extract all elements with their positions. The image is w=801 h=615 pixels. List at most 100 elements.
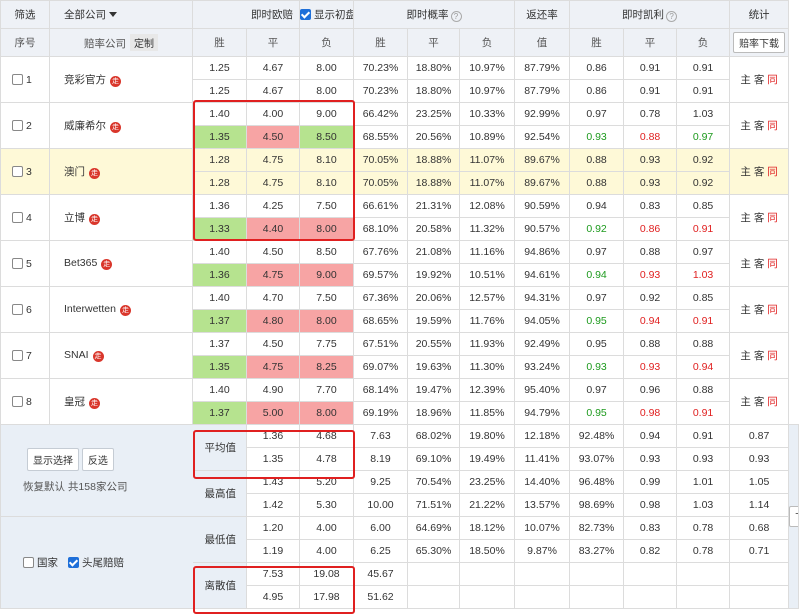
same-label[interactable]: 同 (767, 120, 778, 132)
same-label[interactable]: 同 (767, 304, 778, 316)
checkbox[interactable] (12, 257, 23, 269)
checkbox[interactable] (12, 395, 23, 407)
row-select[interactable]: 2 (0, 102, 50, 149)
prob-cell: 20.56% (407, 125, 460, 149)
same-label[interactable]: 同 (767, 166, 778, 178)
kelly-cell: 0.88 (623, 332, 678, 356)
filter-header: 筛选 (0, 0, 50, 29)
home-label[interactable]: 主 (740, 166, 751, 178)
checkbox[interactable] (23, 557, 34, 568)
row-select[interactable]: 6 (0, 286, 50, 333)
home-label[interactable]: 主 (740, 396, 751, 408)
summary-odds-cell: 1.35 (246, 447, 300, 471)
company-name-cell[interactable]: 威廉希尔走 (49, 102, 193, 149)
summary-prob-cell (407, 562, 460, 586)
summary-kelly-cell (729, 562, 790, 586)
company-name-cell[interactable]: 立博走 (49, 194, 193, 241)
checkbox[interactable] (12, 119, 23, 131)
home-label[interactable]: 主 (740, 74, 751, 86)
same-label[interactable]: 同 (767, 212, 778, 224)
return-rate-cell: 90.57% (514, 217, 571, 241)
kelly-cell: 0.97 (569, 102, 625, 126)
top-tail-option[interactable]: 头尾赔赔 (68, 557, 124, 569)
summary-odds-cell: 45.67 (353, 562, 408, 586)
company-select[interactable]: 全部公司 (49, 0, 193, 29)
trend-badge-icon[interactable]: 走 (89, 214, 100, 225)
row-select[interactable]: 7 (0, 332, 50, 379)
summary-prob-cell: 65.30% (407, 539, 460, 563)
same-label[interactable]: 同 (767, 396, 778, 408)
odds-cell: 1.40 (192, 240, 247, 264)
custom-button[interactable]: 定制 (130, 34, 158, 51)
help-icon[interactable]: ? (450, 11, 462, 22)
prob-cell: 19.47% (407, 378, 460, 402)
prob-cell: 19.63% (407, 355, 460, 379)
same-label[interactable]: 同 (767, 74, 778, 86)
checkbox-checked-icon[interactable] (68, 557, 79, 568)
row-select[interactable]: 8 (0, 378, 50, 425)
summary-odds-cell: 5.30 (299, 493, 354, 517)
summary-label-text: 最低值 (204, 534, 237, 546)
company-name-cell[interactable]: Bet365 走 (49, 240, 193, 287)
company-name-cell[interactable]: 皇冠走 (49, 378, 193, 425)
checkbox[interactable] (12, 303, 23, 315)
company-name-cell[interactable]: 澳门走 (49, 148, 193, 195)
away-label[interactable]: 客 (753, 350, 765, 362)
summary-kelly-cell: 1.03 (676, 493, 731, 517)
trend-badge-icon[interactable]: 走 (89, 398, 100, 409)
trend-badge-icon[interactable]: 走 (92, 351, 104, 362)
company-name-cell[interactable]: Interwetten 走 (49, 286, 193, 333)
away-label[interactable]: 客 (753, 166, 765, 178)
company-row: 8 皇冠走 1.40 4.90 7.70 68.14% 19.47% 12.39% 95.40%… (0, 378, 799, 425)
away-label[interactable]: 客 (753, 120, 765, 132)
trend-badge-icon[interactable]: 走 (119, 305, 131, 316)
odds-cell: 8.00 (299, 79, 354, 103)
checkbox[interactable] (12, 73, 23, 85)
row-select[interactable]: 1 (0, 56, 50, 103)
odds-cell: 8.10 (299, 148, 354, 172)
kelly-cell: 0.94 (569, 194, 625, 218)
home-label[interactable]: 主 (740, 258, 751, 270)
checkbox[interactable] (12, 165, 23, 177)
home-label[interactable]: 主 (740, 350, 751, 362)
away-label[interactable]: 客 (753, 74, 765, 86)
stat-cell: 主 客 同 (729, 286, 790, 333)
download-button[interactable]: 下载 (789, 506, 798, 527)
company-name: SNAI (64, 349, 89, 361)
checkbox-checked-icon (300, 9, 311, 20)
row-select[interactable]: 3 (0, 148, 50, 195)
help-icon[interactable]: ? (666, 11, 678, 22)
kelly-cell: 0.93 (623, 148, 678, 172)
country-option[interactable]: 国家 (23, 557, 58, 569)
row-select[interactable]: 5 (0, 240, 50, 287)
same-label[interactable]: 同 (767, 350, 778, 362)
kelly-cell: 0.92 (569, 217, 625, 241)
away-label[interactable]: 客 (753, 258, 765, 270)
trend-badge-icon[interactable]: 走 (110, 76, 121, 87)
trend-badge-icon[interactable]: 走 (101, 259, 113, 270)
company-name-cell[interactable]: SNAI 走 (49, 332, 193, 379)
odds-download-button[interactable]: 赔率下载 (733, 32, 786, 53)
kelly-win-header: 胜 (569, 28, 625, 57)
row-select[interactable]: 4 (0, 194, 50, 241)
checkbox[interactable] (12, 211, 23, 223)
trend-badge-icon[interactable]: 走 (110, 122, 121, 133)
show-initial-toggle[interactable]: 显示初盘 (299, 0, 354, 29)
away-label[interactable]: 客 (753, 396, 765, 408)
away-label[interactable]: 客 (753, 304, 765, 316)
stats-header: 统计 (729, 0, 790, 29)
odds-cell: 4.00 (246, 102, 300, 126)
trend-badge-icon[interactable]: 走 (89, 168, 100, 179)
checkbox[interactable] (12, 349, 23, 361)
show-selected-button[interactable]: 显示选择 (27, 447, 79, 471)
away-label[interactable]: 客 (753, 212, 765, 224)
summary-kelly-cell: 0.68 (729, 516, 790, 540)
home-label[interactable]: 主 (740, 304, 751, 316)
company-name-cell[interactable]: 竞彩官方走 (49, 56, 193, 103)
odds-cell: 1.37 (192, 332, 247, 356)
home-label[interactable]: 主 (740, 120, 751, 132)
same-label[interactable]: 同 (767, 258, 778, 270)
restore-default-link[interactable]: 恢复默认 (23, 480, 65, 493)
home-label[interactable]: 主 (740, 212, 751, 224)
invert-button[interactable]: 反选 (81, 447, 114, 471)
